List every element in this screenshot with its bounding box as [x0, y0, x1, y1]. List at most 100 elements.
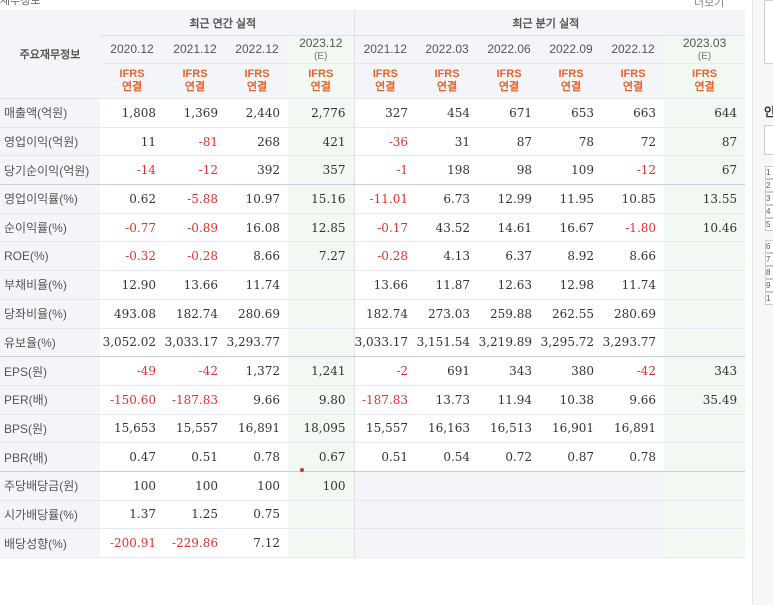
consolidated-label: 연결 — [560, 81, 582, 93]
table-cell: 13.66 — [164, 270, 226, 300]
table-cell: 18,095 — [288, 414, 355, 444]
period-header: 2022.03 — [416, 35, 479, 64]
ifrs-header[interactable]: IFRS 연결 — [226, 63, 288, 99]
table-cell: 182.74 — [353, 299, 417, 329]
table-cell: 16,891 — [602, 414, 665, 444]
table-cell: 16,513 — [478, 414, 541, 444]
table-cell: 0.67 — [288, 442, 355, 472]
ifrs-header[interactable]: IFRS 연결 — [164, 63, 226, 99]
table-cell: 11.74 — [226, 270, 288, 300]
section-title: 재무정보 — [0, 0, 41, 7]
table-cell — [353, 500, 417, 530]
table-cell: 10.46 — [664, 213, 746, 243]
table-cell: -0.89 — [164, 213, 226, 243]
ifrs-header[interactable]: IFRS 연결 — [353, 63, 417, 99]
table-cell: -187.83 — [164, 385, 226, 415]
ifrs-label: IFRS — [496, 67, 522, 80]
sidebar-rank-badge: 7 — [765, 253, 773, 266]
table-cell: -42 — [164, 356, 226, 386]
table-cell: 43.52 — [416, 213, 479, 243]
ifrs-header[interactable]: IFRS 연결 — [416, 63, 479, 99]
sidebar-rank-badge: 3 — [765, 192, 773, 205]
period-label: 2022.03 — [425, 41, 469, 56]
period-label: 2022.09 — [549, 41, 593, 56]
table-cell: 198 — [416, 155, 479, 186]
table-cell: 11 — [100, 127, 164, 157]
sidebar-input[interactable] — [764, 125, 773, 155]
table-cell: 380 — [540, 356, 603, 386]
ifrs-label: IFRS — [558, 67, 584, 80]
period-label: 2020.12 — [110, 41, 154, 56]
table-cell: 262.55 — [540, 299, 603, 329]
table-cell: -5.88 — [164, 184, 226, 214]
table-cell: 10.85 — [602, 184, 665, 214]
ifrs-header[interactable]: IFRS 연결 — [100, 63, 164, 99]
table-cell: 3,052.02 — [100, 328, 164, 358]
table-cell: 280.69 — [226, 299, 288, 329]
table-cell: 13.66 — [353, 270, 417, 300]
ifrs-header[interactable]: IFRS 연결 — [478, 63, 541, 99]
ifrs-header[interactable]: IFRS 연결 — [602, 63, 665, 99]
table-cell — [478, 471, 541, 501]
period-header: 2023.03 (E) — [664, 35, 746, 64]
period-label: 2022.12 — [235, 41, 279, 56]
consolidated-label: 연결 — [694, 81, 715, 93]
table-cell: 2,776 — [288, 98, 355, 128]
table-cell: -150.60 — [100, 385, 164, 415]
table-cell: 259.88 — [478, 299, 541, 329]
sidebar-rank-badge: 1 — [765, 166, 773, 179]
ifrs-header[interactable]: IFRS 연결 — [540, 63, 603, 99]
row-label: 주당배당금(원) — [0, 471, 100, 501]
period-header-row: 2020.12 2021.12 2022.12 2023.12 (E) 2021.12 20… — [0, 35, 746, 64]
table-cell: -0.77 — [100, 213, 164, 243]
table-cell: 13.55 — [664, 184, 746, 214]
table-cell: 3,295.72 — [540, 328, 603, 358]
more-link[interactable]: 더보기 — [694, 0, 725, 9]
table-cell: 6.37 — [478, 241, 541, 272]
financial-summary-table: 주요재무정보 최근 연간 실적 최근 분기 실적 2020.12 2021.12 2… — [0, 10, 746, 558]
table-cell: 1,241 — [288, 356, 355, 386]
table-cell — [288, 270, 355, 300]
table-cell — [664, 414, 746, 444]
table-cell: 12.85 — [288, 213, 355, 243]
table-cell — [664, 299, 746, 329]
table-cell: 653 — [540, 98, 603, 128]
table-cell: -81 — [164, 127, 226, 157]
period-label: 2023.03 — [682, 36, 727, 51]
table-cell: 100 — [100, 471, 164, 501]
estimate-label: (E) — [697, 50, 712, 62]
table-cell: 268 — [226, 127, 288, 157]
table-cell — [353, 471, 417, 501]
table-cell: 11.95 — [540, 184, 603, 214]
table-cell: 644 — [664, 98, 746, 128]
table-cell: 100 — [226, 471, 288, 501]
table-row: 당기순이익(억원) -14 -12 392 357 -1 198 98 109 -12 67 — [0, 155, 746, 186]
table-cell — [288, 328, 355, 358]
table-cell — [540, 500, 603, 530]
table-cell: 0.75 — [226, 500, 288, 530]
table-cell: 11.74 — [602, 270, 665, 300]
table-row: PER(배) -150.60 -187.83 9.66 9.80 -187.83 13.73… — [0, 385, 746, 415]
table-cell: 4.13 — [416, 241, 479, 272]
period-header: 2022.06 — [478, 35, 541, 64]
quarterly-group-header: 최근 분기 실적 — [353, 10, 746, 36]
table-cell: 14.61 — [478, 213, 541, 243]
table-cell: 0.51 — [353, 442, 417, 472]
table-cell: 3,033.17 — [353, 328, 417, 358]
consolidated-label: 연결 — [246, 81, 268, 93]
ifrs-header[interactable]: IFRS 연결 — [288, 63, 355, 99]
table-cell: 10.38 — [540, 385, 603, 415]
period-header: 2021.12 — [353, 35, 417, 64]
ifrs-header[interactable]: IFRS 연결 — [664, 63, 746, 99]
period-label: 2021.12 — [363, 41, 407, 56]
table-cell: 15.16 — [288, 184, 355, 214]
row-label-header: 주요재무정보 — [0, 10, 100, 99]
table-cell — [478, 528, 541, 558]
estimate-label: (E) — [314, 50, 328, 62]
table-cell: -0.28 — [164, 241, 226, 272]
table-cell: 454 — [416, 98, 479, 128]
table-cell: 273.03 — [416, 299, 479, 329]
sidebar-rank-badge: 5 — [765, 218, 773, 231]
table-cell: 8.92 — [540, 241, 603, 272]
consolidated-label: 연결 — [622, 81, 644, 93]
